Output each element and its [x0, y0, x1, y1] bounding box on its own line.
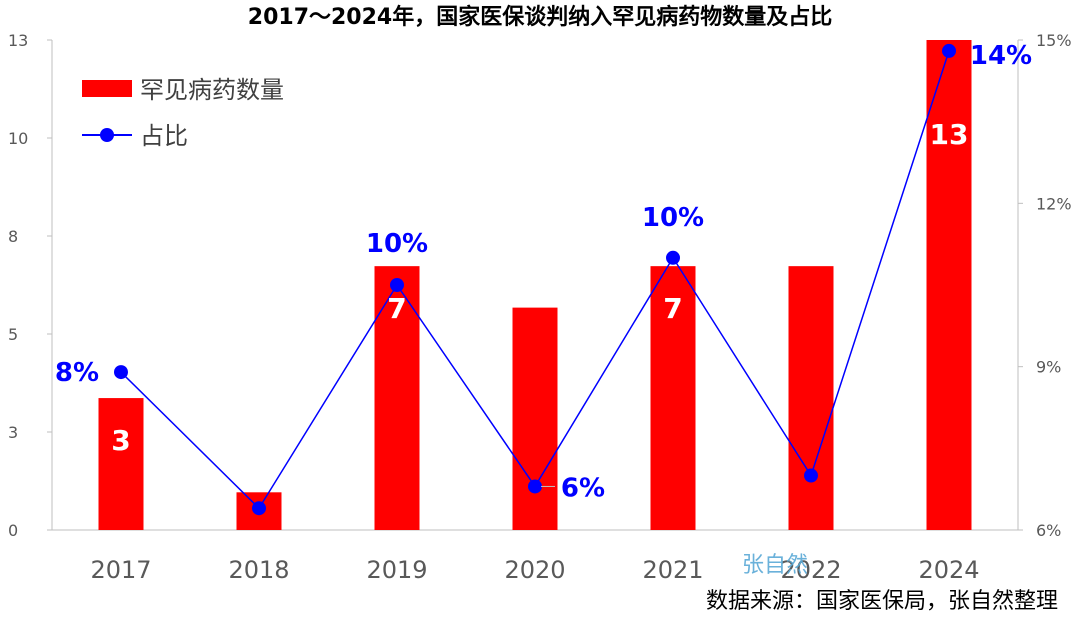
legend-line-marker: [100, 128, 114, 142]
legend-bar-label: 罕见病药数量: [140, 76, 284, 104]
left-tick-label: 5: [8, 325, 18, 344]
right-tick-label: 9%: [1036, 358, 1061, 377]
bars: [98, 40, 972, 530]
chart-title: 2017～2024年，国家医保谈判纳入罕见病药物数量及占比: [248, 4, 832, 30]
ratio-point: [942, 43, 956, 58]
right-tick-label: 12%: [1036, 194, 1072, 213]
x-tick-label: 2017: [90, 556, 151, 584]
legend-line-label: 占比: [140, 122, 188, 150]
ratio-value-label: 10%: [366, 229, 428, 259]
x-tick-label: 2021: [642, 556, 703, 584]
x-tick-label: 2024: [918, 556, 979, 584]
bar: [788, 266, 834, 530]
ratio-value-label: 8%: [55, 358, 99, 388]
bar-value-label: 7: [387, 292, 406, 325]
bar-value-label: 7: [663, 292, 682, 325]
x-tick-label: 2018: [228, 556, 289, 584]
right-tick-label: 6%: [1036, 521, 1061, 540]
ratio-point: [528, 479, 542, 494]
left-tick-label: 13: [8, 31, 28, 50]
left-tick-label: 8: [8, 227, 18, 246]
legend: 罕见病药数量 占比: [82, 76, 284, 150]
source-note: 数据来源：国家医保局，张自然整理: [706, 589, 1058, 614]
right-tick-label: 15%: [1036, 31, 1072, 50]
data-labels: 3 7 7 13 8% 10% 6% 10% 14%: [55, 41, 1032, 504]
ratio-point: [114, 365, 128, 380]
ratio-value-label: 6%: [561, 473, 605, 503]
bar: [650, 266, 696, 530]
x-tick-label: 2022: [780, 556, 841, 584]
bar-value-label: 3: [111, 424, 130, 457]
ratio-point: [252, 501, 266, 516]
x-tick-label: 2020: [504, 556, 565, 584]
left-tick-label: 0: [8, 521, 18, 540]
ratio-point: [666, 250, 680, 265]
ratio-line: [114, 43, 956, 516]
ratio-value-label: 10%: [642, 203, 704, 233]
ratio-point: [804, 468, 818, 483]
bar: [98, 398, 144, 530]
legend-bar-swatch: [82, 80, 132, 97]
bar: [512, 307, 558, 530]
bar: [926, 40, 972, 530]
ratio-point: [390, 278, 404, 292]
x-tick-label: 2019: [366, 556, 427, 584]
watermark: 张自然: [742, 553, 808, 578]
ratio-value-label: 14%: [970, 41, 1032, 71]
left-tick-label: 3: [8, 423, 18, 442]
axes: 0 3 5 8 10 13 6% 9% 12% 15% 2017 2018 2019 2020 2021 20…: [8, 31, 1072, 584]
bar-value-label: 13: [930, 118, 969, 151]
left-tick-label: 10: [8, 129, 28, 148]
